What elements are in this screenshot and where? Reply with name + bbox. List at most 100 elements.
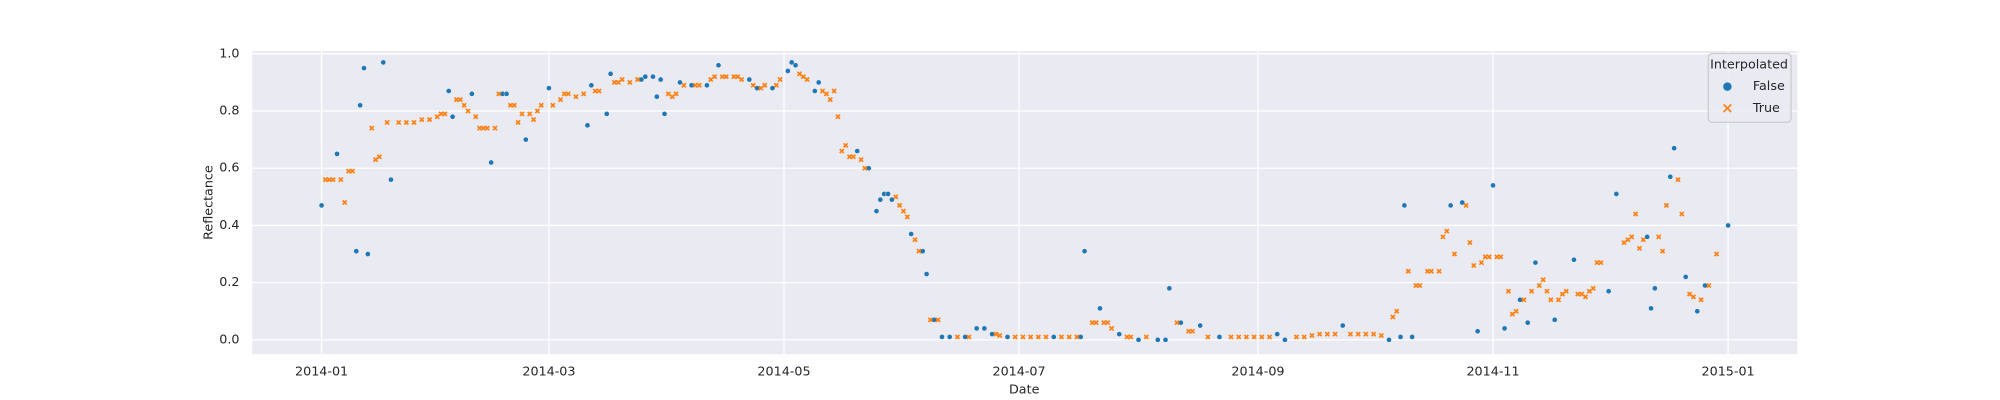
point bbox=[785, 68, 791, 74]
marks bbox=[318, 59, 1731, 343]
point bbox=[573, 94, 579, 100]
point bbox=[1340, 322, 1346, 329]
point bbox=[1667, 174, 1674, 180]
point bbox=[866, 165, 872, 171]
point bbox=[1474, 328, 1481, 334]
point bbox=[534, 108, 541, 114]
legend-title: Interpolated bbox=[1710, 57, 1788, 72]
point bbox=[496, 91, 502, 97]
point bbox=[1386, 337, 1392, 343]
point bbox=[839, 148, 845, 154]
point bbox=[773, 82, 779, 88]
point bbox=[1648, 305, 1654, 312]
point bbox=[1563, 288, 1569, 294]
point bbox=[1571, 257, 1577, 263]
point bbox=[357, 102, 363, 109]
point bbox=[1093, 320, 1099, 326]
legend-label: True bbox=[1752, 101, 1780, 116]
point bbox=[1501, 325, 1508, 332]
point bbox=[777, 76, 783, 83]
point bbox=[380, 59, 386, 66]
point bbox=[318, 202, 325, 209]
point bbox=[1081, 248, 1088, 254]
point bbox=[738, 76, 745, 83]
point bbox=[604, 111, 610, 117]
point bbox=[954, 334, 961, 340]
point bbox=[1066, 334, 1072, 340]
point bbox=[1004, 334, 1011, 340]
point bbox=[1105, 320, 1111, 326]
point bbox=[503, 91, 510, 97]
point bbox=[1243, 334, 1250, 340]
point bbox=[1370, 331, 1377, 337]
point bbox=[804, 76, 810, 83]
grid bbox=[252, 50, 1798, 355]
point bbox=[515, 119, 521, 126]
point bbox=[1051, 334, 1057, 340]
point bbox=[896, 202, 903, 209]
point bbox=[388, 176, 394, 183]
point bbox=[704, 82, 710, 89]
point bbox=[396, 119, 402, 126]
point bbox=[511, 102, 517, 108]
point bbox=[1551, 317, 1558, 323]
point bbox=[1363, 331, 1369, 337]
point bbox=[993, 331, 999, 337]
point bbox=[1274, 331, 1280, 337]
point bbox=[1444, 228, 1450, 234]
point bbox=[1440, 234, 1446, 240]
point bbox=[812, 88, 818, 94]
point bbox=[1682, 274, 1689, 280]
point bbox=[1451, 251, 1458, 257]
point bbox=[1155, 337, 1161, 343]
point bbox=[465, 108, 471, 114]
x-tick-label: 2014-01 bbox=[295, 364, 348, 379]
point bbox=[1332, 331, 1338, 337]
point bbox=[353, 248, 360, 254]
point bbox=[769, 85, 776, 91]
point bbox=[1189, 328, 1196, 334]
point bbox=[989, 331, 995, 337]
point bbox=[1632, 211, 1639, 217]
point bbox=[1598, 259, 1604, 266]
point bbox=[1471, 262, 1477, 269]
point bbox=[446, 88, 452, 94]
point bbox=[1020, 334, 1026, 340]
point bbox=[858, 157, 864, 163]
point bbox=[1205, 334, 1211, 340]
point bbox=[1166, 285, 1173, 292]
point bbox=[588, 82, 595, 89]
point bbox=[935, 317, 941, 323]
point bbox=[1309, 332, 1315, 339]
point bbox=[1548, 297, 1554, 303]
x-tick-label: 2014-03 bbox=[522, 364, 575, 379]
point bbox=[338, 177, 344, 183]
point bbox=[1490, 182, 1496, 189]
point bbox=[411, 119, 417, 126]
point bbox=[904, 214, 910, 220]
point bbox=[442, 111, 448, 117]
point bbox=[1702, 282, 1708, 289]
point bbox=[426, 116, 433, 123]
point bbox=[634, 76, 641, 83]
x-tick-label: 2014-07 bbox=[992, 364, 1045, 379]
point bbox=[457, 96, 463, 103]
point bbox=[369, 125, 375, 131]
point bbox=[1521, 297, 1527, 303]
point bbox=[1671, 145, 1677, 151]
point bbox=[523, 136, 529, 143]
point bbox=[1035, 334, 1041, 340]
point bbox=[565, 91, 571, 97]
point bbox=[1378, 332, 1384, 339]
point bbox=[1417, 282, 1423, 289]
point bbox=[873, 208, 880, 214]
point bbox=[1463, 202, 1469, 209]
point bbox=[889, 196, 895, 203]
point bbox=[815, 79, 822, 86]
point bbox=[1293, 334, 1300, 340]
point bbox=[919, 248, 926, 254]
point bbox=[1694, 308, 1701, 314]
point bbox=[1012, 334, 1018, 340]
point bbox=[1706, 282, 1712, 289]
